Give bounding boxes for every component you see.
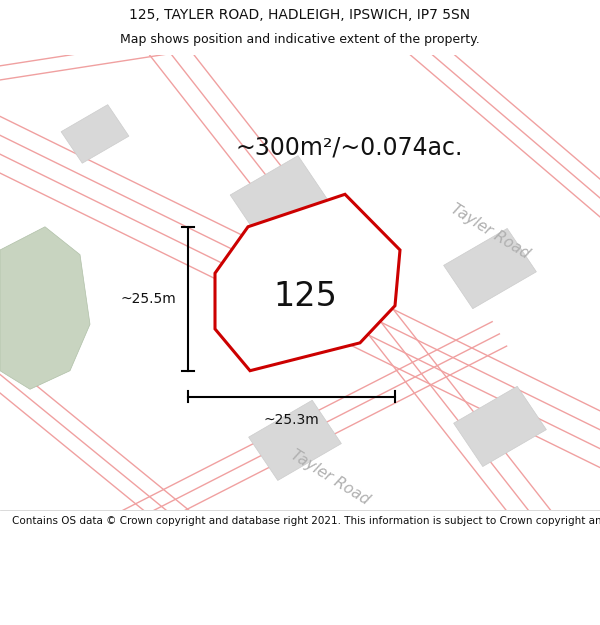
Polygon shape <box>443 229 536 309</box>
Polygon shape <box>248 400 341 481</box>
Polygon shape <box>61 104 129 163</box>
Text: Tayler Road: Tayler Road <box>288 448 372 508</box>
Text: 125, TAYLER ROAD, HADLEIGH, IPSWICH, IP7 5SN: 125, TAYLER ROAD, HADLEIGH, IPSWICH, IP7… <box>130 8 470 22</box>
Polygon shape <box>230 156 330 242</box>
Text: ~25.5m: ~25.5m <box>120 292 176 306</box>
Text: 125: 125 <box>273 280 337 313</box>
Polygon shape <box>454 386 547 466</box>
Polygon shape <box>215 194 400 371</box>
Text: Tayler Road: Tayler Road <box>448 201 532 262</box>
Polygon shape <box>0 227 90 389</box>
Text: ~25.3m: ~25.3m <box>263 413 319 428</box>
Text: Contains OS data © Crown copyright and database right 2021. This information is : Contains OS data © Crown copyright and d… <box>12 516 600 526</box>
Text: ~300m²/~0.074ac.: ~300m²/~0.074ac. <box>235 136 463 160</box>
Text: Map shows position and indicative extent of the property.: Map shows position and indicative extent… <box>120 33 480 46</box>
